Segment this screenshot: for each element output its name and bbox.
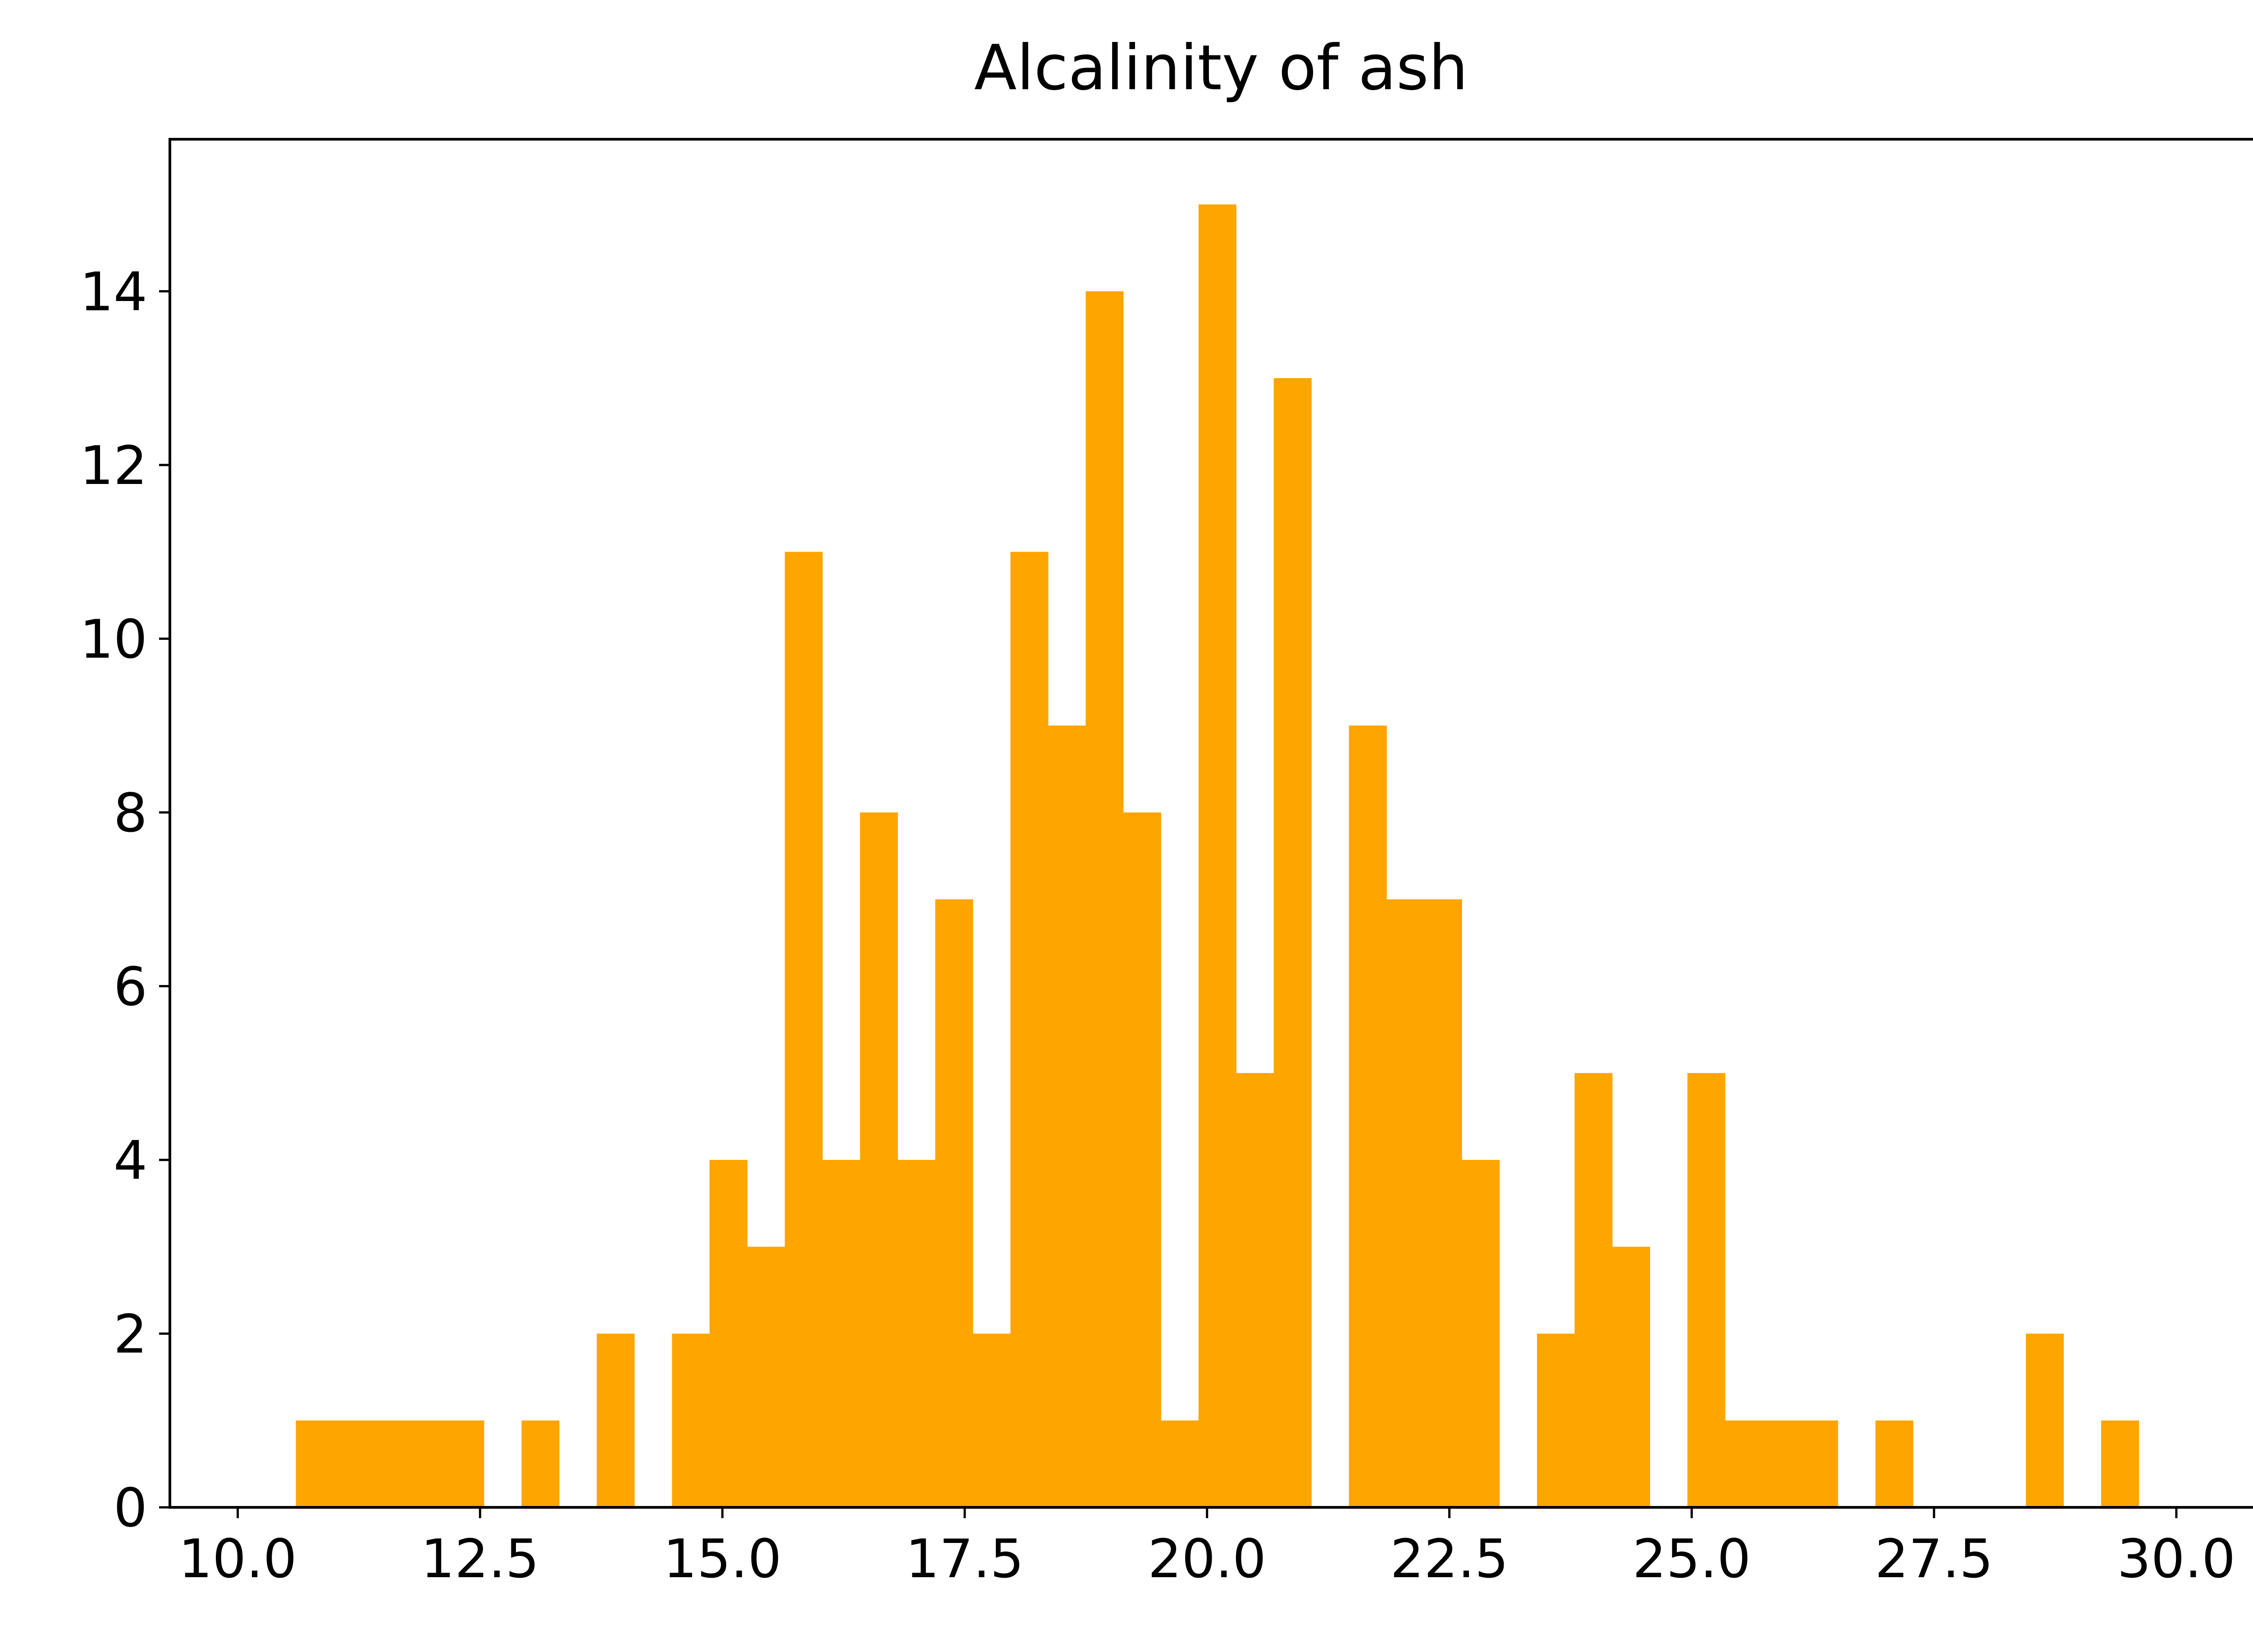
histogram-bar xyxy=(1048,726,1086,1507)
histogram-bar xyxy=(709,1159,748,1507)
histogram-bar xyxy=(446,1420,484,1507)
histogram-bar xyxy=(747,1246,785,1507)
histogram-bar xyxy=(935,899,973,1507)
y-tick-label: 12 xyxy=(80,434,147,497)
bars-group xyxy=(296,204,2139,1507)
x-axis: 10.0 12.5 15.0 17.5 20.0 22.5 25.0 27.5 30.0 xyxy=(178,1507,2235,1590)
histogram-bar xyxy=(1123,812,1161,1507)
histogram-bar xyxy=(1537,1333,1575,1507)
histogram-bar xyxy=(1800,1420,1838,1507)
histogram-bar xyxy=(1085,291,1124,1507)
chart-title: Alcalinity of ash xyxy=(974,32,1468,104)
histogram-bar xyxy=(2101,1420,2139,1507)
histogram-bar xyxy=(1574,1073,1613,1507)
x-tick-label: 22.5 xyxy=(1390,1528,1509,1590)
y-axis: 0 2 4 6 8 10 12 14 xyxy=(80,260,170,1539)
histogram-bar xyxy=(1725,1420,1763,1507)
histogram-bar xyxy=(1612,1246,1650,1507)
histogram-bar xyxy=(822,1159,861,1507)
x-tick-label: 30.0 xyxy=(2117,1528,2236,1590)
y-tick-label: 4 xyxy=(114,1129,147,1191)
histogram-bar xyxy=(973,1333,1011,1507)
histogram-bar xyxy=(1424,899,1462,1507)
histogram-bar xyxy=(1198,204,1236,1507)
histogram-bar xyxy=(2026,1333,2064,1507)
histogram-bar xyxy=(1161,1420,1199,1507)
x-tick-label: 15.0 xyxy=(663,1528,782,1590)
histogram-bar xyxy=(1273,378,1312,1507)
histogram-bar xyxy=(1349,726,1387,1507)
histogram-bar xyxy=(1462,1159,1500,1507)
histogram-bar xyxy=(1010,552,1049,1507)
histogram-bar xyxy=(521,1420,560,1507)
x-tick-label: 12.5 xyxy=(421,1528,539,1590)
histogram-bar xyxy=(371,1420,409,1507)
histogram-bar xyxy=(409,1420,447,1507)
histogram-bar xyxy=(1386,899,1425,1507)
y-tick-label: 0 xyxy=(114,1477,147,1539)
plot-frame xyxy=(169,138,2253,1509)
histogram-bar xyxy=(1687,1073,1725,1507)
x-tick-label: 20.0 xyxy=(1148,1528,1266,1590)
histogram-bar xyxy=(860,812,898,1507)
y-tick-label: 2 xyxy=(114,1303,147,1365)
x-tick-label: 10.0 xyxy=(178,1528,297,1590)
histogram-bar xyxy=(898,1159,936,1507)
y-tick-label: 6 xyxy=(114,955,147,1018)
x-tick-label: 17.5 xyxy=(906,1528,1024,1590)
histogram-bar xyxy=(597,1333,635,1507)
histogram-bar xyxy=(672,1333,710,1507)
histogram-bar xyxy=(1875,1420,1914,1507)
y-tick-label: 10 xyxy=(80,608,147,670)
histogram-bar xyxy=(784,552,823,1507)
y-tick-label: 8 xyxy=(114,782,147,844)
histogram-bar xyxy=(333,1420,372,1507)
histogram-bar xyxy=(1762,1420,1801,1507)
x-tick-label: 25.0 xyxy=(1633,1528,1751,1590)
histogram-bar xyxy=(296,1420,334,1507)
x-tick-label: 27.5 xyxy=(1875,1528,1993,1590)
histogram-bar xyxy=(1236,1073,1274,1507)
y-tick-label: 14 xyxy=(80,260,147,323)
